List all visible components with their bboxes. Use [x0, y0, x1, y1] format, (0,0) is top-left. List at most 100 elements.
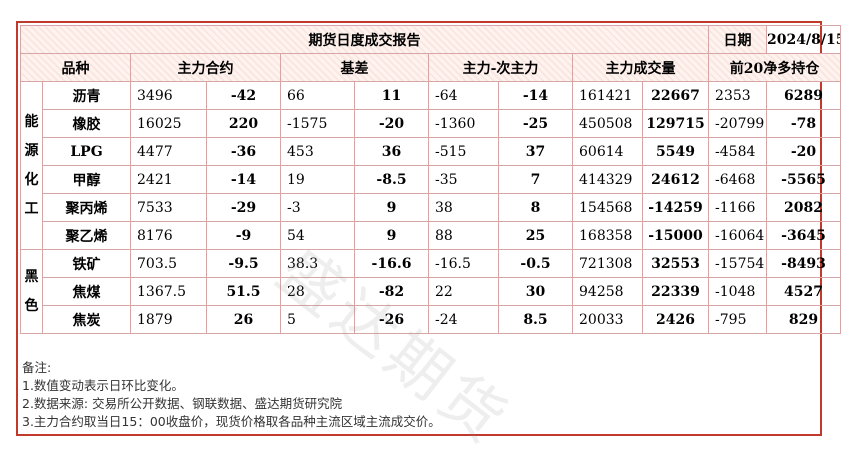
spread-change: 8.5 [498, 305, 573, 334]
spread-change: -25 [498, 109, 573, 138]
top20-change: -5565 [766, 165, 842, 194]
spread-value: -64 [428, 81, 499, 110]
basis-value: 19 [280, 165, 355, 194]
spread-change: 37 [498, 137, 573, 166]
variety-name: 焦炭 [42, 305, 131, 334]
volume-change: 24612 [641, 165, 710, 194]
main-contract-change: -42 [206, 81, 281, 110]
spread-value: 22 [428, 277, 499, 306]
header-top20: 前20净多持仓 [708, 53, 842, 82]
spread-value: -1360 [428, 109, 499, 138]
volume-value: 450508 [572, 109, 643, 138]
volume-value: 414329 [572, 165, 643, 194]
main-contract-change: -14 [206, 165, 281, 194]
top20-value: -1166 [708, 193, 768, 222]
basis-change: -82 [354, 277, 429, 306]
variety-name: 聚丙烯 [42, 193, 131, 222]
basis-value: -3 [280, 193, 355, 222]
volume-change: 22667 [641, 81, 710, 110]
top20-change: -20 [766, 137, 842, 166]
category-char: 黑 [24, 268, 39, 285]
variety-name: 甲醇 [42, 165, 131, 194]
basis-value: 5 [280, 305, 355, 334]
table-row: 黑色铁矿 703.5 -9.5 38.3 -16.6 -16.5 -0.5 721308 325… [20, 249, 842, 334]
date-value: 2024/8/15 [766, 25, 842, 54]
top20-value: -1048 [708, 277, 768, 306]
top20-value: 2353 [708, 81, 768, 110]
volume-value: 20033 [572, 305, 643, 334]
spread-value: -515 [428, 137, 499, 166]
main-contract-value: 703.5 [130, 249, 207, 278]
category-char: 化 [24, 171, 39, 188]
top20-value: -4584 [708, 137, 768, 166]
report-table: 期货日度成交报告 日期 2024/8/15 品种 主力合约 基差 主力-次主力 … [19, 25, 842, 334]
basis-change: 11 [354, 81, 429, 110]
basis-change: -26 [354, 305, 429, 334]
header-basis: 基差 [280, 53, 429, 82]
volume-change: 2426 [641, 305, 710, 334]
basis-value: -1575 [280, 109, 355, 138]
top20-value: -20799 [708, 109, 768, 138]
spread-change: 30 [498, 277, 573, 306]
spread-change: -0.5 [498, 249, 573, 278]
main-contract-value: 8176 [130, 221, 207, 250]
top20-value: -15754 [708, 249, 768, 278]
volume-change: -14259 [641, 193, 710, 222]
table-row: 焦炭 1879 26 5 -26 -24 8.5 20033 2426 -795 829 [21, 305, 842, 334]
table-row: 聚乙烯 8176 -9 54 9 88 25 168358 -15000 -16064 -3645 [21, 221, 842, 250]
main-contract-change: 26 [206, 305, 281, 334]
volume-value: 161421 [572, 81, 643, 110]
basis-value: 66 [280, 81, 355, 110]
category-char: 工 [24, 200, 39, 217]
table-row: 橡胶 16025 220 -1575 -20 -1360 -25 450508 129715 -2… [21, 109, 842, 138]
top20-value: -16064 [708, 221, 768, 250]
volume-change: 32553 [641, 249, 710, 278]
basis-change: -16.6 [354, 249, 429, 278]
header-spread: 主力-次主力 [428, 53, 573, 82]
spread-value: -24 [428, 305, 499, 334]
variety-name: 铁矿 [42, 249, 131, 278]
top20-change: -3645 [766, 221, 842, 250]
table-row: 能源化工沥青 3496 -42 66 11 -64 -14 161421 22667 2353 62… [20, 81, 842, 250]
top20-value: -795 [708, 305, 768, 334]
volume-change: 129715 [641, 109, 710, 138]
header-main-contract: 主力合约 [130, 53, 281, 82]
volume-value: 721308 [572, 249, 643, 278]
basis-change: -8.5 [354, 165, 429, 194]
notes-line-2: 2.数据来源: 交易所公开数据、钢联数据、盛达期货研究院 [22, 396, 343, 411]
notes-line-1: 1.数值变动表示日环比变化。 [22, 378, 184, 393]
basis-value: 453 [280, 137, 355, 166]
category-cell: 黑色 [20, 249, 43, 334]
report-title: 期货日度成交报告 [19, 25, 710, 54]
top20-change: 6289 [766, 81, 842, 110]
notes-heading: 备注: [22, 360, 52, 375]
spread-value: -16.5 [428, 249, 499, 278]
header-volume: 主力成交量 [571, 53, 710, 82]
spread-value: 38 [428, 193, 499, 222]
main-contract-change: -36 [206, 137, 281, 166]
notes: 备注: 1.数值变动表示日环比变化。 2.数据来源: 交易所公开数据、钢联数据、… [22, 359, 812, 431]
spread-value: 88 [428, 221, 499, 250]
main-contract-value: 16025 [130, 109, 207, 138]
main-contract-value: 3496 [130, 81, 207, 110]
spread-change: -14 [498, 81, 573, 110]
report-frame: 期货日度成交报告 日期 2024/8/15 品种 主力合约 基差 主力-次主力 … [16, 21, 842, 459]
variety-name: LPG [42, 137, 131, 166]
basis-value: 38.3 [280, 249, 355, 278]
spread-change: 25 [498, 221, 573, 250]
variety-name: 聚乙烯 [42, 221, 131, 250]
top20-value: -6468 [708, 165, 768, 194]
main-contract-value: 7533 [130, 193, 207, 222]
top20-change: 4527 [766, 277, 842, 306]
date-label: 日期 [708, 25, 768, 54]
main-contract-change: -9 [206, 221, 281, 250]
top20-change: -78 [766, 109, 842, 138]
variety-name: 焦煤 [42, 277, 131, 306]
spread-value: -35 [428, 165, 499, 194]
variety-name: 沥青 [42, 81, 131, 110]
main-contract-change: 51.5 [206, 277, 281, 306]
notes-line-3: 3.主力合约取当日15：00收盘价，现货价格取各品种主流区域主流成交价。 [22, 414, 441, 429]
table-row: 焦煤 1367.5 51.5 28 -82 22 30 94258 22339 -1048 4527 [21, 277, 842, 306]
volume-change: 22339 [641, 277, 710, 306]
spread-change: 7 [498, 165, 573, 194]
